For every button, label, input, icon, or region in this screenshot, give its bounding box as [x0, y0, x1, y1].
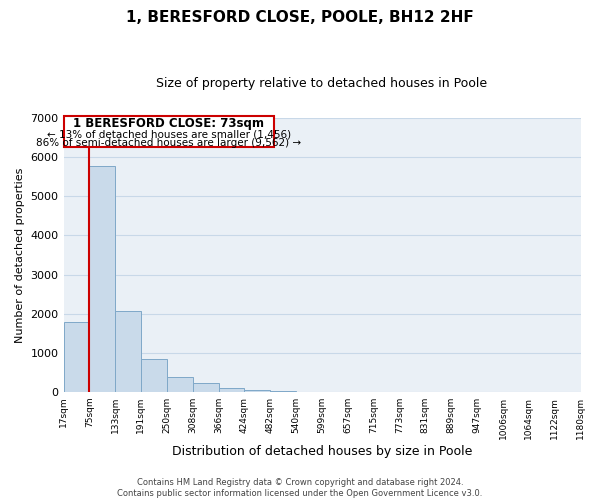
- Bar: [270, 391, 296, 392]
- Bar: [115, 312, 141, 392]
- Bar: [218, 388, 244, 392]
- Y-axis label: Number of detached properties: Number of detached properties: [15, 168, 25, 342]
- Bar: [244, 390, 270, 392]
- Text: 86% of semi-detached houses are larger (9,562) →: 86% of semi-detached houses are larger (…: [36, 138, 301, 147]
- Bar: [64, 322, 89, 392]
- Bar: [89, 166, 115, 392]
- Text: 1 BERESFORD CLOSE: 73sqm: 1 BERESFORD CLOSE: 73sqm: [73, 117, 264, 130]
- Bar: [167, 378, 193, 392]
- Bar: [193, 383, 218, 392]
- Text: 1, BERESFORD CLOSE, POOLE, BH12 2HF: 1, BERESFORD CLOSE, POOLE, BH12 2HF: [126, 10, 474, 25]
- Text: ← 13% of detached houses are smaller (1,456): ← 13% of detached houses are smaller (1,…: [47, 129, 291, 139]
- FancyBboxPatch shape: [64, 116, 274, 148]
- X-axis label: Distribution of detached houses by size in Poole: Distribution of detached houses by size …: [172, 444, 472, 458]
- Text: Contains HM Land Registry data © Crown copyright and database right 2024.
Contai: Contains HM Land Registry data © Crown c…: [118, 478, 482, 498]
- Title: Size of property relative to detached houses in Poole: Size of property relative to detached ho…: [157, 78, 488, 90]
- Bar: [141, 359, 167, 392]
